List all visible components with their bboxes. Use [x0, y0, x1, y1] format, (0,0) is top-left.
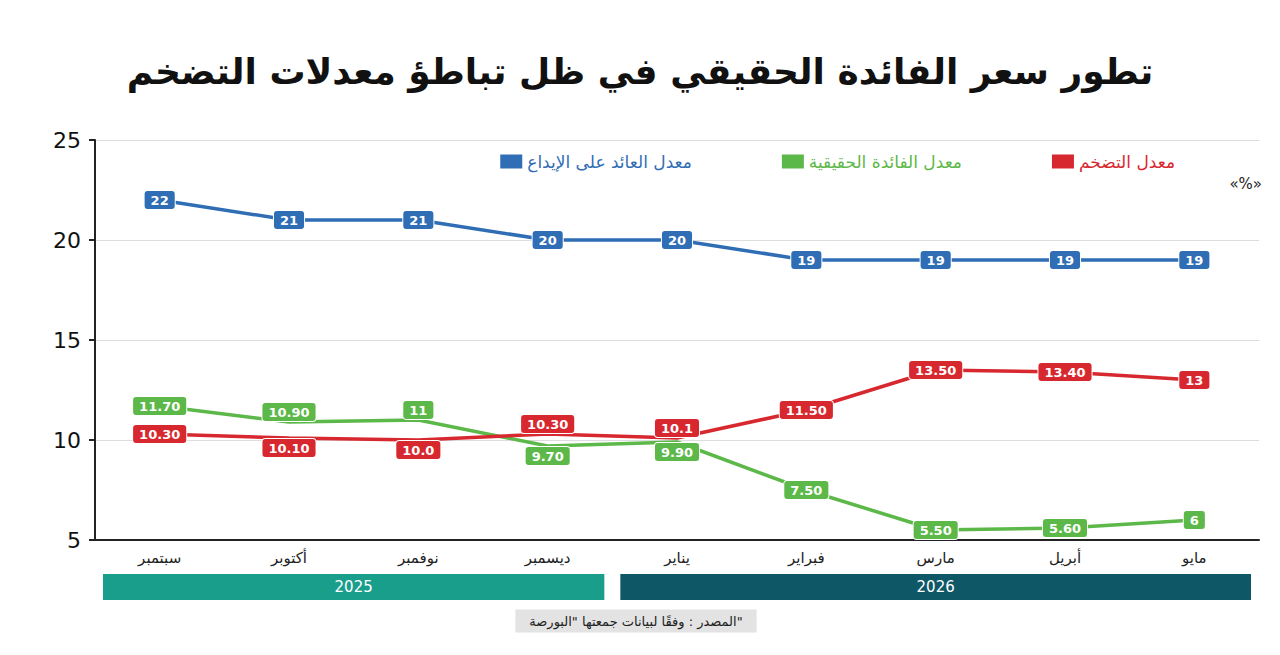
svg-text:10.30: 10.30 [139, 427, 180, 442]
svg-text:15: 15 [53, 328, 81, 353]
svg-text:«%»: «%» [1229, 175, 1262, 193]
svg-text:ديسمبر: ديسمبر [524, 549, 571, 567]
svg-text:19: 19 [1056, 253, 1074, 268]
svg-text:9.90: 9.90 [661, 445, 693, 460]
svg-text:10.30: 10.30 [527, 417, 568, 432]
svg-text:6: 6 [1190, 513, 1199, 528]
svg-text:20: 20 [668, 233, 686, 248]
svg-text:9.70: 9.70 [532, 449, 564, 464]
svg-text:10.10: 10.10 [268, 441, 309, 456]
svg-text:11: 11 [409, 403, 427, 418]
svg-text:22: 22 [151, 193, 169, 208]
svg-text:11.70: 11.70 [139, 399, 180, 414]
svg-text:10: 10 [53, 428, 81, 453]
svg-text:فبراير: فبراير [787, 549, 825, 567]
svg-text:21: 21 [280, 213, 298, 228]
svg-text:معدل الفائدة الحقيقية: معدل الفائدة الحقيقية [809, 152, 962, 172]
svg-text:نوفمبر: نوفمبر [397, 549, 439, 567]
svg-text:19: 19 [927, 253, 945, 268]
svg-text:مارس: مارس [917, 549, 955, 567]
svg-text:21: 21 [409, 213, 427, 228]
svg-text:معدل العائد على الإيداع: معدل العائد على الإيداع [527, 152, 692, 173]
svg-text:25: 25 [53, 128, 81, 153]
svg-text:معدل التضخم: معدل التضخم [1079, 152, 1175, 173]
svg-text:13: 13 [1185, 373, 1203, 388]
svg-text:المصدر : وفقًا لبيانات جمعتها: المصدر : وفقًا لبيانات جمعتها "البورصة" [529, 614, 742, 630]
svg-text:مايو: مايو [1181, 549, 1207, 567]
svg-text:5.50: 5.50 [920, 523, 952, 538]
svg-text:13.40: 13.40 [1044, 365, 1085, 380]
svg-text:2025: 2025 [335, 578, 373, 596]
svg-text:أبريل: أبريل [1049, 548, 1081, 567]
svg-text:19: 19 [1185, 253, 1203, 268]
svg-text:يناير: يناير [663, 549, 690, 567]
svg-text:19: 19 [797, 253, 815, 268]
svg-text:11.50: 11.50 [786, 403, 827, 418]
svg-text:2026: 2026 [917, 578, 955, 596]
svg-text:تطور سعر الفائدة الحقيقي في ظل: تطور سعر الفائدة الحقيقي في ظل تباطؤ معد… [127, 51, 1154, 93]
svg-text:20: 20 [53, 228, 81, 253]
svg-text:10.0: 10.0 [402, 443, 434, 458]
svg-text:أكتوبر: أكتوبر [270, 548, 307, 567]
svg-text:7.50: 7.50 [790, 483, 822, 498]
svg-text:10.90: 10.90 [268, 405, 309, 420]
svg-text:5: 5 [67, 528, 81, 553]
svg-text:10.1: 10.1 [661, 421, 693, 436]
svg-text:سبتمبر: سبتمبر [137, 549, 181, 567]
svg-text:5.60: 5.60 [1049, 521, 1081, 536]
svg-text:20: 20 [539, 233, 557, 248]
svg-text:13.50: 13.50 [915, 363, 956, 378]
